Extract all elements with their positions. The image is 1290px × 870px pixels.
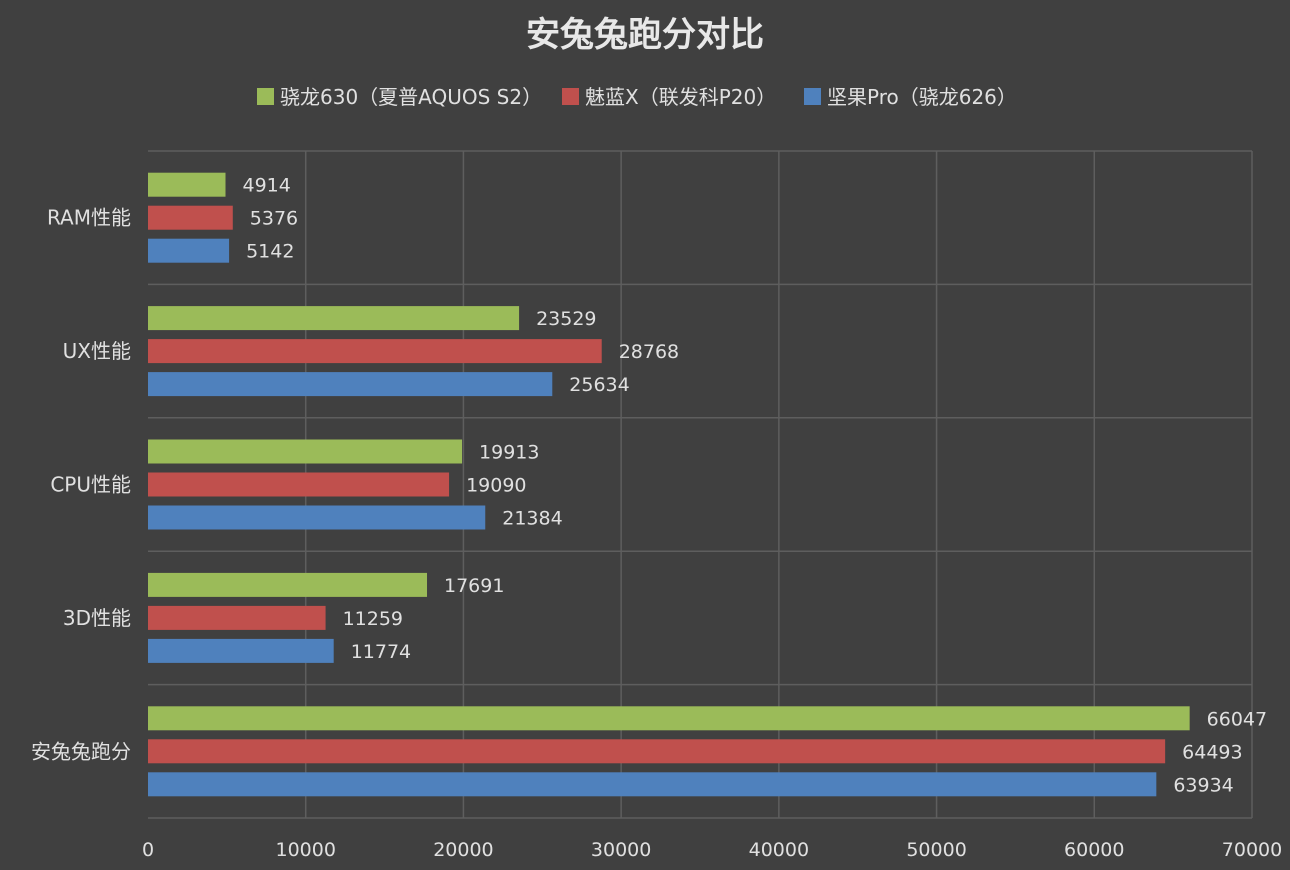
legend-label-1: 骁龙630（夏普AQUOS S2）: [280, 85, 542, 109]
x-tick-label: 10000: [275, 839, 335, 861]
data-label: 23529: [536, 308, 596, 330]
bar-series-2: [148, 339, 602, 364]
data-label: 25634: [569, 374, 629, 396]
bar-series-1: [148, 706, 1190, 731]
category-label: 安兔兔跑分: [31, 739, 131, 763]
category-label: 3D性能: [63, 606, 131, 630]
x-axis-tick-labels: 0 10000 20000 30000 40000 50000 60000 70000: [142, 839, 1282, 861]
legend: 骁龙630（夏普AQUOS S2） 魅蓝X（联发科P20） 坚果Pro（骁龙626）: [257, 85, 1017, 109]
x-tick-label: 50000: [906, 839, 966, 861]
gridlines: [148, 150, 1253, 819]
data-label: 5142: [246, 241, 294, 263]
data-label: 19913: [479, 442, 539, 464]
data-label: 11259: [343, 608, 403, 630]
x-tick-label: 0: [142, 839, 154, 861]
category-label: RAM性能: [47, 206, 131, 230]
data-label: 11774: [351, 641, 411, 663]
bar-series-2: [148, 472, 450, 497]
bar-series-3: [148, 505, 486, 530]
data-label: 64493: [1182, 741, 1242, 763]
chart-title: 安兔兔跑分对比: [526, 15, 764, 55]
legend-swatch-3: [804, 88, 821, 105]
bar-series-3: [148, 372, 553, 397]
data-label: 66047: [1207, 708, 1267, 730]
legend-label-3: 坚果Pro（骁龙626）: [827, 85, 1017, 109]
category-label: CPU性能: [50, 473, 131, 497]
data-label: 63934: [1173, 774, 1233, 796]
bar-series-1: [148, 172, 226, 197]
data-label: 19090: [466, 475, 526, 497]
legend-swatch-1: [257, 88, 274, 105]
x-tick-label: 20000: [433, 839, 493, 861]
data-label: 4914: [243, 175, 291, 197]
x-tick-label: 60000: [1064, 839, 1124, 861]
bars: 4914 5376 5142 23529 28768 25634 19913 19090 213…: [148, 172, 1267, 797]
data-label: 17691: [444, 575, 504, 597]
legend-swatch-2: [562, 88, 579, 105]
x-tick-label: 70000: [1222, 839, 1282, 861]
bar-series-2: [148, 205, 233, 230]
data-label: 21384: [502, 508, 562, 530]
data-label: 5376: [250, 208, 298, 230]
bar-series-2: [148, 739, 1166, 764]
category-label: UX性能: [63, 339, 131, 363]
bar-series-3: [148, 238, 230, 263]
bar-series-1: [148, 572, 428, 597]
bar-series-3: [148, 772, 1157, 797]
bar-series-3: [148, 638, 334, 663]
x-tick-label: 30000: [591, 839, 651, 861]
legend-label-2: 魅蓝X（联发科P20）: [585, 85, 776, 109]
data-label: 28768: [619, 341, 679, 363]
bar-series-1: [148, 439, 463, 464]
x-tick-label: 40000: [749, 839, 809, 861]
bar-series-2: [148, 605, 326, 630]
bar-series-1: [148, 306, 520, 331]
